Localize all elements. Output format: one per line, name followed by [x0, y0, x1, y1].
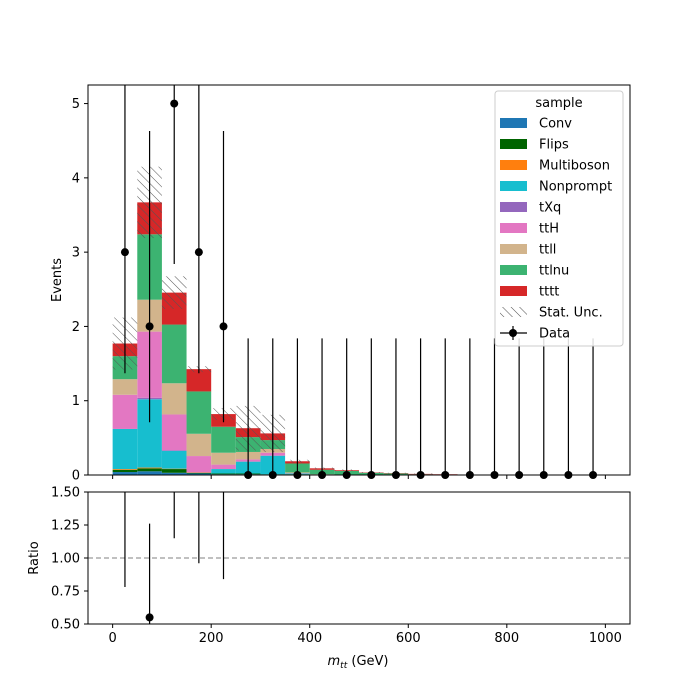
legend-label: Conv — [539, 117, 572, 132]
legend-label: ttll — [539, 243, 556, 258]
legend-swatch — [500, 139, 527, 149]
ratio-ytick-label-1.25: 1.25 — [51, 519, 80, 534]
bar-conv-bin2 — [161, 472, 187, 475]
bar-ttlnu-bin3 — [186, 391, 212, 434]
bar-txq-bin2 — [161, 450, 187, 451]
data-point-2 — [170, 99, 179, 108]
main-y-label: Events — [50, 258, 65, 302]
legend-item-multiboson: Multiboson — [500, 159, 610, 174]
bar-tth-bin0 — [112, 394, 138, 429]
legend-swatch — [500, 118, 527, 128]
main-x-ticks — [112, 475, 606, 479]
bar-ttlnu-bin2 — [161, 324, 187, 384]
bar-flips-bin4 — [211, 473, 236, 475]
legend-swatch — [500, 286, 527, 296]
legend-item-conv: Conv — [500, 117, 572, 132]
ratio-y-label: Ratio — [27, 541, 42, 574]
ratio-point-1 — [145, 613, 154, 622]
data-point-0 — [120, 248, 129, 257]
data-point-4 — [219, 322, 228, 331]
bar-ttll-bin2 — [161, 383, 187, 415]
bar-tth-bin3 — [186, 456, 212, 473]
legend-swatch — [500, 181, 527, 191]
ratio-ytick-label-1.00: 1.00 — [51, 552, 80, 567]
xtick-label-400: 400 — [297, 631, 322, 646]
bar-tth-bin4 — [211, 464, 236, 470]
ratio-points — [124, 492, 225, 624]
legend-label: tXq — [539, 201, 561, 216]
ytick-label-0: 0 — [72, 469, 80, 484]
xtick-label-1000: 1000 — [589, 631, 622, 646]
bar-multiboson-bin0 — [112, 469, 138, 470]
legend-label: tttt — [539, 285, 559, 300]
legend-item-ttll: ttll — [500, 243, 556, 258]
bar-flips-bin3 — [186, 472, 212, 474]
legend-swatch — [500, 202, 527, 212]
xtick-label-0: 0 — [108, 631, 116, 646]
legend-swatch — [500, 223, 527, 233]
bar-ttll-bin3 — [186, 433, 212, 457]
ratio-x-label: mtt (GeV) — [328, 654, 389, 671]
ratio-y-ticks: 0.50 0.75 1.00 1.25 1.50 — [51, 486, 88, 633]
data-point-3 — [194, 248, 203, 257]
bar-nonprompt-bin0 — [112, 428, 138, 470]
xtick-label-800: 800 — [494, 631, 519, 646]
ratio-ytick-label-0.50: 0.50 — [51, 618, 80, 633]
ytick-label-5: 5 — [72, 97, 80, 112]
ratio-ytick-label-0.75: 0.75 — [51, 585, 80, 600]
bar-conv-bin1 — [137, 471, 162, 475]
legend-label: Stat. Unc. — [539, 306, 603, 321]
main-panel: 0 1 2 3 4 5 Events — [50, 84, 631, 484]
legend-label: Multiboson — [539, 159, 610, 174]
legend-item-data: Data — [500, 326, 570, 342]
ytick-label-1: 1 — [72, 394, 80, 409]
legend-label: ttlnu — [539, 264, 569, 279]
main-axes-frame — [87, 84, 631, 476]
legend-frame — [494, 90, 624, 347]
legend-item-nonprompt: Nonprompt — [500, 180, 612, 195]
legend-title: sample — [535, 96, 582, 111]
ratio-panel: 0.50 0.75 1.00 1.25 1.50 0 200 400 600 800 1000 R… — [27, 486, 631, 671]
bar-tth-bin2 — [161, 414, 187, 451]
ytick-label-3: 3 — [72, 246, 80, 261]
bar-conv-bin0 — [112, 472, 138, 475]
bar-ttll-bin4 — [211, 452, 236, 465]
legend-item-tttt: tttt — [500, 285, 559, 300]
legend-item-tth: ttH — [500, 222, 559, 237]
legend-swatch — [500, 244, 527, 254]
bar-multiboson-bin1 — [137, 467, 162, 469]
legend-item-ttlnu: ttlnu — [500, 264, 569, 279]
bar-flips-bin2 — [161, 469, 187, 473]
bar-flips-bin0 — [112, 469, 138, 473]
legend-swatch — [500, 265, 527, 275]
legend-label: Nonprompt — [539, 180, 612, 195]
legend-item-flips: Flips — [500, 138, 569, 153]
bar-nonprompt-bin2 — [161, 450, 187, 469]
bar-ttll-bin0 — [112, 379, 138, 395]
legend-label: Data — [539, 327, 570, 342]
legend-label: Flips — [539, 138, 569, 153]
stat-unc-bin2 — [161, 276, 187, 309]
legend-item-txq: tXq — [500, 201, 561, 216]
ytick-label-4: 4 — [72, 171, 80, 186]
ytick-label-2: 2 — [72, 320, 80, 335]
bar-tttt-bin3 — [186, 369, 212, 392]
legend-hatch — [500, 307, 527, 317]
legend-marker — [509, 329, 517, 337]
main-y-ticks: 0 1 2 3 4 5 — [72, 97, 88, 484]
xtick-label-600: 600 — [396, 631, 421, 646]
legend: sample Conv Flips Multiboson Nonprompt tXq tt… — [494, 90, 624, 347]
legend-label: ttH — [539, 222, 559, 237]
ratio-x-ticks: 0 200 400 600 800 1000 — [108, 624, 622, 646]
data-point-1 — [145, 322, 154, 331]
bar-nonprompt-bin4 — [211, 469, 236, 474]
bar-flips-bin1 — [137, 468, 162, 472]
xtick-label-200: 200 — [199, 631, 224, 646]
legend-swatch — [500, 160, 527, 170]
bar-conv-bin3 — [186, 473, 212, 475]
bar-ttlnu-bin4 — [211, 426, 236, 453]
ratio-ytick-label-1.50: 1.50 — [51, 486, 80, 501]
legend-item-stat-unc-: Stat. Unc. — [500, 306, 603, 321]
